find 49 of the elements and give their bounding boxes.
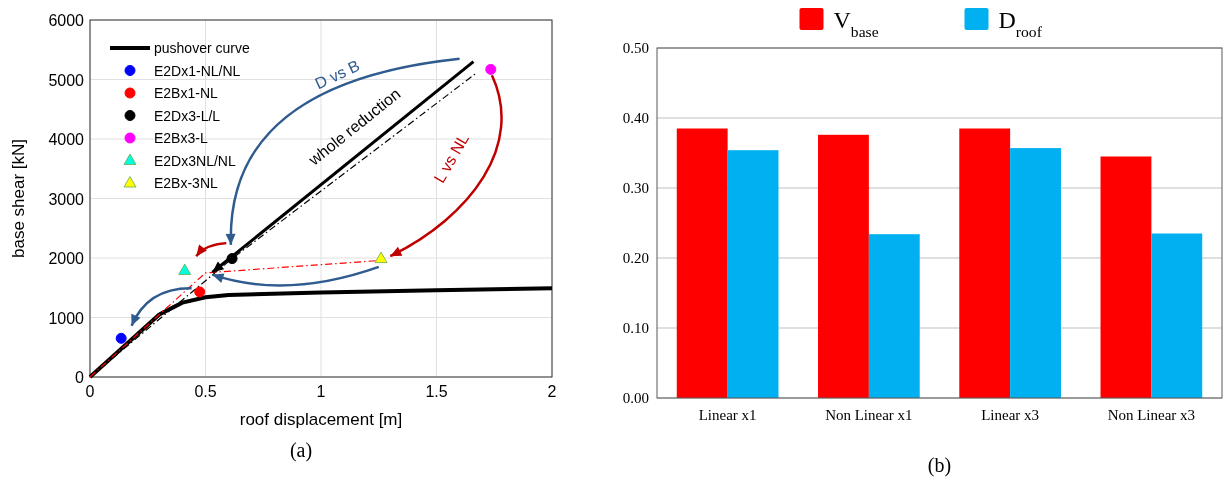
- text: (a): [289, 439, 313, 462]
- point: [374, 251, 388, 263]
- x-tick-label: Linear x1: [698, 407, 757, 423]
- point: [194, 286, 206, 298]
- x-tick-label: Linear x3: [981, 407, 1040, 423]
- annotation: D vs B: [312, 56, 363, 93]
- legend-label: pushover curve: [154, 40, 250, 56]
- bar: [959, 128, 1011, 398]
- x-tick-label: 0.5: [194, 383, 217, 400]
- y-tick-label: 0.30: [622, 180, 649, 196]
- legend-label: E2Dx1-NL/NL: [154, 62, 241, 79]
- point: [178, 263, 192, 275]
- bar: [676, 128, 728, 398]
- x-tick-label: 1: [316, 383, 326, 400]
- x-tick-label: 1.5: [425, 383, 448, 400]
- legend-label: D$_{roof}$: [998, 7, 1043, 40]
- legend-label: E2Bx-3NL: [154, 175, 219, 191]
- x-tick-label: Non Linear x1: [825, 407, 913, 423]
- text: (b): [927, 454, 952, 477]
- x-tick-label: Non Linear x3: [1107, 407, 1196, 423]
- y-tick-label: 5000: [48, 71, 85, 89]
- bar: [1010, 148, 1061, 398]
- y-tick-label: 0.40: [622, 110, 649, 126]
- bar: [1151, 233, 1203, 398]
- legend-label: E2Bx3-L: [154, 130, 208, 146]
- x-tick-label: 2: [547, 383, 557, 400]
- point: [115, 332, 127, 344]
- bar: [868, 234, 920, 398]
- y-tick-label: 4000: [48, 131, 85, 148]
- y-tick-label: 6000: [48, 12, 85, 29]
- y-axis-title: base shear [kN]: [9, 138, 28, 259]
- annotation: L vs NL: [430, 130, 473, 186]
- legend-label: E2Dx3NL/NL: [154, 152, 236, 169]
- bar: [818, 134, 869, 398]
- bar: [727, 150, 779, 398]
- y-tick-label: 0.00: [622, 390, 649, 406]
- x-axis-title: roof displacement [m]: [239, 410, 403, 429]
- y-tick-label: 3000: [48, 190, 85, 208]
- y-tick-label: 1000: [48, 309, 85, 327]
- y-tick-label: 0.50: [622, 40, 649, 56]
- point: [485, 63, 497, 75]
- y-tick-label: 2000: [48, 250, 85, 267]
- bar: [1100, 156, 1152, 398]
- y-tick-label: 0.20: [622, 250, 649, 266]
- legend-label: E2Bx1-NL: [154, 85, 219, 101]
- y-tick-label: 0: [75, 369, 85, 386]
- legend-label: E2Dx3-L/L: [154, 107, 221, 124]
- legend-label: V$_{base}$: [833, 7, 879, 40]
- y-tick-label: 0.10: [622, 320, 649, 336]
